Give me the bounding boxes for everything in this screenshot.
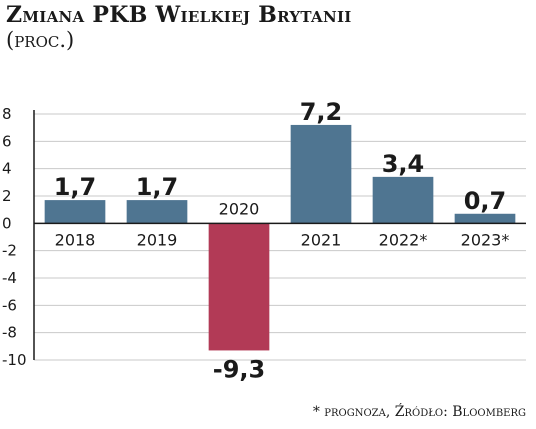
data-label-2021: 7,2 — [300, 98, 343, 126]
y-tick-label: -8 — [2, 324, 17, 342]
bar-2021 — [290, 124, 352, 224]
chart-subtitle: (proc.) — [6, 28, 75, 52]
bar-2022* — [372, 176, 434, 224]
x-category-label: 2022* — [379, 230, 428, 249]
y-tick-label: -4 — [2, 269, 17, 287]
x-category-label: 2019 — [137, 230, 178, 249]
y-tick-label: 4 — [2, 160, 12, 178]
x-category-label: 2023* — [461, 230, 510, 249]
data-label-2023*: 0,7 — [464, 187, 507, 215]
y-tick-label: 2 — [2, 187, 12, 205]
y-tick-label: -2 — [2, 242, 17, 260]
data-label-2018: 1,7 — [54, 173, 97, 201]
y-tick-label: 6 — [2, 132, 12, 150]
x-category-label: 2020 — [219, 199, 260, 218]
bar-2018 — [44, 200, 106, 224]
data-label-2022*: 3,4 — [382, 150, 425, 178]
y-tick-label: -6 — [2, 296, 17, 314]
x-category-label: 2021 — [301, 230, 342, 249]
source-note: * prognoza, Źródło: Bloomberg — [312, 404, 526, 420]
y-tick-label: -10 — [2, 351, 27, 369]
bar-2020 — [208, 223, 270, 351]
y-tick-label: 8 — [2, 105, 12, 123]
y-tick-label: 0 — [2, 214, 12, 232]
data-label-2020: -9,3 — [213, 355, 265, 383]
chart-title: Zmiana PKB Wielkiej Brytanii — [6, 2, 352, 28]
data-label-2019: 1,7 — [136, 173, 179, 201]
bar-2023* — [454, 213, 516, 224]
bar-2019 — [126, 200, 188, 224]
x-category-label: 2018 — [55, 230, 96, 249]
